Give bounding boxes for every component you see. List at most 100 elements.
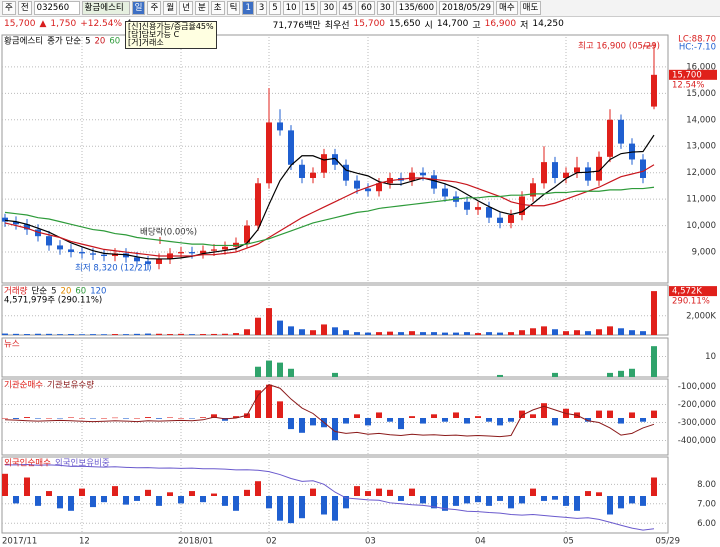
bar xyxy=(13,418,19,419)
candle-body xyxy=(530,183,536,197)
y-tick-label: -100,000 xyxy=(678,382,716,392)
bar xyxy=(266,308,272,335)
bar xyxy=(2,473,8,496)
candle-body xyxy=(508,215,514,223)
toolbar-button[interactable]: 60 xyxy=(358,1,375,15)
toolbar-button[interactable]: 3 xyxy=(255,1,268,15)
legend-item: 20 xyxy=(95,37,106,47)
bar xyxy=(607,496,613,515)
toolbar-button[interactable]: 1 xyxy=(242,1,254,15)
bar xyxy=(343,418,349,424)
toolbar-button[interactable]: 주 xyxy=(2,1,16,15)
bar xyxy=(134,418,140,419)
bar xyxy=(255,366,261,377)
toolbar-button[interactable]: 분 xyxy=(194,1,209,15)
bar xyxy=(277,320,283,335)
bar xyxy=(112,486,118,496)
toolbar-button[interactable]: 135/600 xyxy=(395,1,437,15)
x-tick-label: 2017/11 xyxy=(2,537,37,547)
candle-body xyxy=(134,257,140,262)
bar xyxy=(167,334,173,335)
toolbar-button[interactable]: 일 xyxy=(131,1,146,15)
toolbar-button[interactable]: 30 xyxy=(320,1,338,15)
label: 시 xyxy=(424,20,433,31)
value-tag-label: 15,700 xyxy=(672,70,702,80)
bar xyxy=(134,496,140,501)
toolbar-button[interactable]: 10 xyxy=(282,1,300,15)
bar xyxy=(57,418,63,419)
candle-body xyxy=(376,183,382,192)
x-tick-label: 05 xyxy=(563,537,574,547)
bar xyxy=(552,418,558,426)
y-tick-label: 7.00 xyxy=(697,499,716,509)
bar xyxy=(178,496,184,504)
bar xyxy=(398,496,404,501)
bar xyxy=(519,410,525,418)
toolbar-row: 주 전 032560 황금에스티 일 주 월 년 분 초 틱 1 3 5 10 15 30 45 60 30 135/6… xyxy=(0,0,720,17)
bar xyxy=(343,496,349,509)
toolbar-button[interactable]: 매도 xyxy=(519,1,542,15)
toolbar-button[interactable]: 주 xyxy=(147,1,162,15)
x-tick-label: 2018/01 xyxy=(178,537,213,547)
bar xyxy=(640,331,646,335)
y-tick-label: 13,000 xyxy=(686,142,716,152)
y-tick-label: -200,000 xyxy=(678,400,716,410)
toolbar-button[interactable]: 5 xyxy=(269,1,281,15)
bar xyxy=(200,496,206,503)
legend-item: 5 xyxy=(51,287,56,297)
ma-line xyxy=(4,164,655,257)
bar xyxy=(288,496,294,524)
bar xyxy=(387,331,393,335)
bar xyxy=(310,488,316,496)
low: 14,250 xyxy=(532,19,564,29)
y-tick-label: -400,000 xyxy=(678,436,716,446)
candle-body xyxy=(35,229,41,237)
y-tick-label: 14,000 xyxy=(686,115,716,125)
bar xyxy=(563,331,569,335)
tooltip-line: [신]신용가능/증금율45% xyxy=(128,22,214,31)
bar xyxy=(530,414,536,418)
bar xyxy=(299,418,305,433)
candle-body xyxy=(475,207,481,210)
legend-item: 단순 xyxy=(31,286,47,297)
bid: 15,650 xyxy=(389,19,421,29)
candle-body xyxy=(123,253,129,258)
toolbar-button[interactable]: 월 xyxy=(163,1,178,15)
candle-body xyxy=(79,252,85,254)
bar xyxy=(68,496,74,511)
candle-body xyxy=(541,162,547,184)
bar xyxy=(332,327,338,335)
candle-body xyxy=(365,188,371,192)
bar xyxy=(101,418,107,419)
bar xyxy=(376,332,382,335)
toolbar-button[interactable]: 황금에스티 xyxy=(81,1,130,15)
y-tick-label: 10 xyxy=(705,352,716,362)
tooltip: [신]신용가능/증금율45% [담]담보가능 C [거]거래소 xyxy=(125,21,217,49)
candle-body xyxy=(431,175,437,189)
toolbar-button[interactable]: 년 xyxy=(179,1,193,15)
bar xyxy=(607,410,613,418)
bar xyxy=(596,492,602,496)
candle-body xyxy=(574,167,580,173)
bar xyxy=(57,334,63,335)
bar xyxy=(156,418,162,419)
bar xyxy=(233,333,239,335)
toolbar-button[interactable]: 2018/05/29 xyxy=(439,1,494,15)
toolbar-button[interactable]: 초 xyxy=(210,1,225,15)
toolbar-button[interactable]: 틱 xyxy=(226,1,241,15)
toolbar-button[interactable]: 15 xyxy=(301,1,319,15)
bar xyxy=(310,330,316,335)
toolbar-button[interactable]: 전 xyxy=(17,1,32,15)
toolbar-button[interactable]: 매수 xyxy=(496,1,518,15)
bar xyxy=(464,418,470,424)
bar xyxy=(178,418,184,419)
bar xyxy=(79,418,85,419)
x-tick-label: 05/29 xyxy=(656,537,681,547)
toolbar-button[interactable]: 032560 xyxy=(33,1,80,15)
toolbar-button[interactable]: 45 xyxy=(339,1,357,15)
legend-item: 20 xyxy=(61,287,72,297)
bar xyxy=(409,488,415,496)
toolbar-button[interactable]: 30 xyxy=(376,1,394,15)
y-tick-label: 6.00 xyxy=(697,519,716,529)
bar xyxy=(365,418,371,426)
